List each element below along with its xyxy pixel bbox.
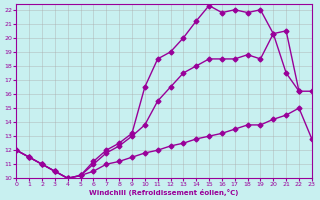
X-axis label: Windchill (Refroidissement éolien,°C): Windchill (Refroidissement éolien,°C)	[89, 189, 239, 196]
